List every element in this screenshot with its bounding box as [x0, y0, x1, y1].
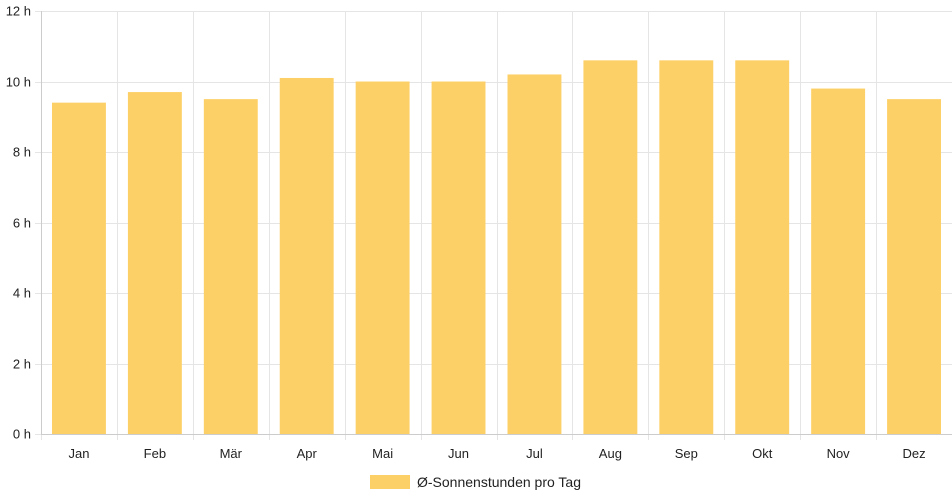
y-tick-label: 0 h [13, 427, 31, 442]
x-tick-label: Jan [68, 446, 89, 461]
x-tick-label: Mai [372, 446, 393, 461]
y-tick-label: 12 h [6, 4, 31, 19]
bar[interactable] [203, 99, 258, 434]
grid-lines [35, 11, 952, 440]
y-tick-label: 4 h [13, 286, 31, 301]
x-tick-label: Dez [902, 446, 925, 461]
x-tick-label: Feb [144, 446, 166, 461]
x-tick-label: Nov [827, 446, 851, 461]
bar[interactable] [887, 99, 941, 434]
y-tick-label: 8 h [13, 145, 31, 160]
y-tick-label: 2 h [13, 357, 31, 372]
bar[interactable] [735, 60, 790, 434]
bar[interactable] [811, 88, 866, 435]
x-tick-label: Apr [297, 446, 318, 461]
y-tick-label: 10 h [6, 75, 31, 90]
bar[interactable] [431, 81, 486, 435]
x-tick-label: Jun [448, 446, 469, 461]
x-tick-label: Sep [675, 446, 698, 461]
bar[interactable] [507, 74, 562, 434]
legend-swatch [370, 475, 410, 489]
bar[interactable] [583, 60, 638, 434]
legend-label: Ø-Sonnenstunden pro Tag [417, 474, 581, 490]
bar[interactable] [659, 60, 714, 434]
y-tick-label: 6 h [13, 216, 31, 231]
bar[interactable] [52, 102, 106, 435]
x-tick-label: Aug [599, 446, 622, 461]
x-tick-label: Mär [220, 446, 243, 461]
legend[interactable]: Ø-Sonnenstunden pro Tag [370, 474, 581, 490]
bars [52, 60, 941, 435]
bar[interactable] [355, 81, 410, 435]
x-tick-label: Okt [752, 446, 773, 461]
axes: 0 h 2 h 4 h 6 h 8 h 10 h 12 h Jan Feb Mär Apr Mai Ju… [6, 4, 952, 461]
bar[interactable] [279, 77, 334, 434]
bar[interactable] [127, 92, 182, 434]
x-tick-label: Jul [526, 446, 543, 461]
